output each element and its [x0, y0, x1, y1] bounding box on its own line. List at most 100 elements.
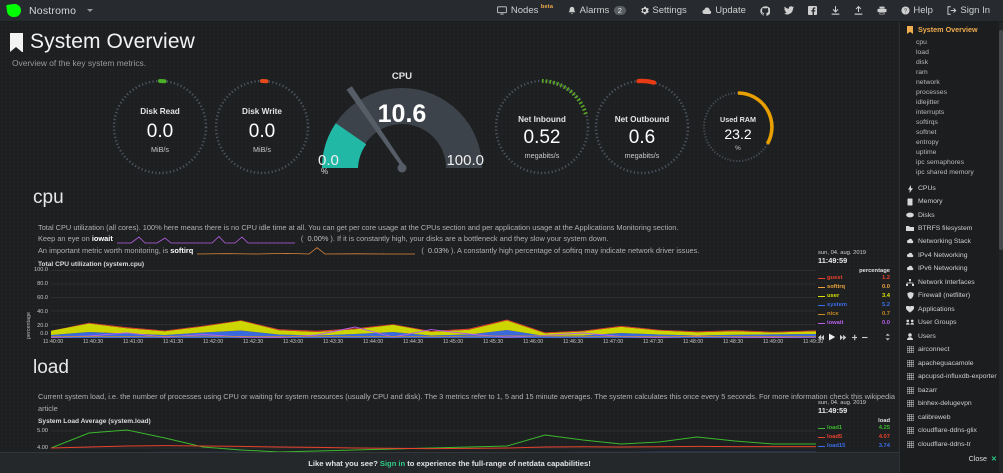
legend-item-load15[interactable]: load15 3.74	[818, 442, 890, 451]
sidebar-item-ipc-shared-mem[interactable]: ipc shared memory	[916, 168, 974, 176]
sidebar-scrollbar[interactable]	[999, 22, 1003, 473]
nav-print[interactable]	[870, 0, 894, 22]
cpu-xtick-17: 11:48:30	[723, 339, 744, 346]
sidebar-item-system-overview[interactable]: System Overview	[900, 22, 1003, 37]
nav-help[interactable]: ? Help	[894, 0, 940, 22]
sidebar-item-firewall[interactable]: Firewall (netfilter)	[900, 290, 1003, 303]
sidebar-item-uptime[interactable]: uptime	[916, 148, 937, 156]
play-icon[interactable]	[829, 333, 836, 341]
nav-signin[interactable]: Sign In	[940, 0, 997, 22]
cpu-desc-3-metric: softirq	[170, 245, 194, 255]
sidebar-item-disks[interactable]: Disks	[900, 209, 1003, 222]
sidebar-active-label: System Overview	[918, 25, 978, 34]
sidebar-close-button[interactable]: Close ✕	[969, 454, 997, 463]
sidebar-item-apacheguacamole[interactable]: apacheguacamole	[900, 357, 1003, 370]
cpu-desc-2-pre: Keep an eye on	[38, 234, 92, 244]
sidebar-item-softirqs[interactable]: softirqs	[916, 118, 938, 126]
sidebar-item-memory[interactable]: Memory	[900, 195, 1003, 208]
chart-system-cpu[interactable]: Total CPU utilization (system.cpu) perce…	[22, 261, 1003, 351]
sidebar-item-cpu[interactable]: cpu	[916, 38, 927, 46]
sidebar-item-idlejitter[interactable]: idlejitter	[916, 98, 940, 106]
gauge-used-ram-label: Used RAM	[720, 115, 756, 124]
zoom-out-icon[interactable]	[862, 334, 868, 341]
load-ytick-4: 4.00	[37, 445, 48, 452]
sidebar-item-ram[interactable]: ram	[916, 68, 928, 76]
sidebar-item-users[interactable]: Users	[900, 330, 1003, 343]
sidebar-item-cloudflare-ddns-glix[interactable]: cloudflare-ddns-glix	[900, 424, 1003, 437]
sidebar-scrollbar-thumb[interactable]	[999, 30, 1003, 250]
sidebar-item-apcupsd-influxdb-exporter[interactable]: apcupsd-influxdb-exporter	[900, 371, 1003, 384]
sidebar-item-load[interactable]: load	[916, 48, 929, 56]
cpu-desc-3-post: ). A constantly high percentage of softi…	[450, 245, 700, 255]
sidebar-item-network[interactable]: network	[916, 78, 940, 86]
sidebar-item-cpus[interactable]: CPUs	[900, 182, 1003, 195]
back-icon[interactable]	[818, 334, 825, 341]
brand-home-link[interactable]: Nostromo	[0, 3, 94, 18]
forward-icon[interactable]	[840, 334, 847, 341]
legend-item-iowait[interactable]: iowait 0.0	[818, 319, 890, 328]
sidebar-item-user-groups[interactable]: User Groups	[900, 317, 1003, 330]
sidebar-item-processes[interactable]: processes	[916, 88, 947, 96]
sidebar-item-networking-stack[interactable]: Networking Stack	[900, 236, 1003, 249]
legend-item-load1[interactable]: load1 4.25	[818, 424, 890, 433]
gauge-net-inbound[interactable]: Net Inbound 0.52 megabits/s	[492, 77, 592, 177]
sidebar-item-ipc-semaphores[interactable]: ipc semaphores	[916, 158, 964, 166]
legend-item-user[interactable]: user 3.4	[818, 292, 890, 301]
sidebar-item-softnet[interactable]: softnet	[916, 128, 937, 136]
cpu-desc-2-metric: iowait	[91, 234, 113, 244]
legend-item-guest[interactable]: guest 1.2	[818, 274, 890, 283]
sidebar-item-network-interfaces[interactable]: Network Interfaces	[900, 276, 1003, 289]
sidebar-item-calibreweb[interactable]: calibreweb	[900, 411, 1003, 424]
disk-write-ring-icon	[214, 79, 310, 175]
legend-swatch-load5	[818, 437, 825, 438]
nav-update[interactable]: Update	[694, 0, 753, 22]
cpu-desc-line-2: Keep an eye on iowait ( 0.00%). If it is…	[38, 233, 876, 244]
chevron-down-icon[interactable]	[87, 9, 94, 12]
cpu-xtick-19: 11:49:30	[803, 339, 824, 346]
nav-github[interactable]	[753, 0, 777, 22]
sidebar-item-interrupts[interactable]: interrupts	[916, 108, 945, 116]
gauge-row: Disk Read 0.0 MiB/s Disk Write 0.0 MiB/s…	[0, 71, 890, 185]
sidebar-item-binhex-delugevpn[interactable]: binhex-delugevpn	[900, 398, 1003, 411]
nav-upload[interactable]	[847, 0, 870, 22]
sidebar-item-bazarr[interactable]: bazarr	[900, 384, 1003, 397]
sidebar-item-entropy[interactable]: entropy	[916, 138, 939, 146]
memory-icon	[906, 198, 914, 206]
nav-facebook[interactable]	[801, 0, 824, 22]
gauge-disk-write[interactable]: Disk Write 0.0 MiB/s	[212, 77, 312, 177]
gauge-disk-read[interactable]: Disk Read 0.0 MiB/s	[110, 77, 210, 177]
zoom-in-icon[interactable]	[851, 334, 858, 341]
sidebar-item-airconnect[interactable]: airconnect	[900, 344, 1003, 357]
net-outbound-ring-icon	[594, 78, 690, 175]
legend-item-nice[interactable]: nice 0.7	[818, 310, 890, 319]
alarms-count-badge: 2	[613, 5, 626, 16]
gauge-cpu[interactable]: CPU 10.6 0.0 % 100.0	[312, 71, 492, 183]
gauge-used-ram[interactable]: Used RAM 23.2 %	[700, 89, 776, 165]
cloud-icon	[906, 238, 914, 244]
nav-download[interactable]	[824, 0, 847, 22]
legend-label-user: user	[827, 293, 840, 299]
legend-swatch-user	[818, 296, 825, 297]
sidebar-item-applications[interactable]: Applications	[900, 303, 1003, 316]
nav-alarms[interactable]: Alarms 2	[561, 0, 633, 22]
sidebar-item-btrfs[interactable]: BTRFS filesystem	[900, 222, 1003, 235]
page-title: System Overview	[10, 30, 1003, 54]
legend-item-load5[interactable]: load5 4.07	[818, 433, 890, 442]
sidebar-item-disk[interactable]: disk	[916, 58, 929, 66]
banner-signin-link[interactable]: Sign in	[379, 458, 406, 468]
resize-icon[interactable]	[885, 333, 890, 341]
nav-nodes[interactable]: Nodes beta	[490, 0, 561, 22]
nav-twitter[interactable]	[777, 0, 801, 22]
sidebar-item-ipv4[interactable]: IPv4 Networking	[900, 249, 1003, 262]
sidebar-item-ipv6[interactable]: IPv6 Networking	[900, 263, 1003, 276]
sidebar-item-cloudflare-ddns-tr[interactable]: cloudflare-ddns-tr	[900, 438, 1003, 451]
folder-icon	[906, 225, 914, 231]
upload-icon	[854, 5, 863, 15]
gauge-net-outbound[interactable]: Net Outbound 0.6 megabits/s	[592, 77, 692, 177]
cpu-chart-plot[interactable]	[51, 270, 816, 339]
legend-value-guest: 1.2	[881, 275, 890, 281]
nav-settings[interactable]: Settings	[633, 0, 694, 22]
cpu-legend-date: sun, 04. aug. 2019	[818, 250, 867, 256]
legend-item-softirq[interactable]: softirq 0.0	[818, 283, 890, 292]
legend-item-system[interactable]: system 5.2	[818, 301, 890, 310]
